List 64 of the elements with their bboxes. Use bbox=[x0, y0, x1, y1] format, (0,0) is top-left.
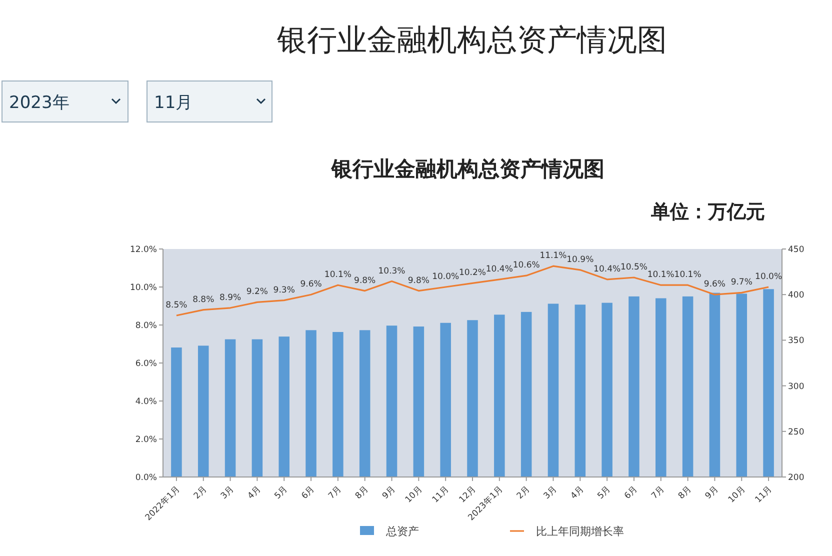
chart-subtitle: 单位：万亿元 bbox=[650, 201, 765, 223]
text: 银行业金融机构总资产情况图 bbox=[330, 156, 604, 181]
y2-tick-label: 200 bbox=[788, 473, 804, 483]
data-label: 10.6% bbox=[512, 260, 540, 271]
data-label: 10.5% bbox=[620, 262, 648, 272]
chart-title: 银行业金融机构总资产情况图 bbox=[276, 23, 667, 58]
data-label: 8.8% bbox=[192, 294, 214, 305]
y2-tick-label: 350 bbox=[788, 336, 804, 346]
legend-label: 总资产 bbox=[385, 525, 419, 538]
data-label: 9.7% bbox=[730, 278, 752, 288]
y2-tick-label: 300 bbox=[788, 382, 804, 392]
y-tick-label: 4.0% bbox=[135, 397, 157, 407]
x-tick-label: 11月 bbox=[754, 484, 775, 506]
data-label: 10.1% bbox=[324, 270, 352, 280]
data-label: 9.8% bbox=[408, 276, 430, 286]
x-tick-label: 5月 bbox=[272, 484, 290, 502]
x-tick-label: 2月 bbox=[515, 484, 532, 502]
x-tick-label: 6月 bbox=[300, 484, 318, 502]
y2-tick-label: 450 bbox=[788, 245, 804, 255]
x-tick-label: 4月 bbox=[569, 484, 586, 502]
data-label: 10.0% bbox=[755, 272, 782, 282]
data-label: 8.9% bbox=[219, 292, 242, 303]
y-tick-label: 6.0% bbox=[135, 359, 157, 369]
x-tick-label: 9月 bbox=[380, 484, 398, 502]
x-tick-label: 10月 bbox=[726, 484, 748, 506]
x-tick-label: 3月 bbox=[542, 484, 560, 502]
y-tick-label: 8.0% bbox=[135, 321, 157, 331]
y2-tick-label: 400 bbox=[788, 290, 804, 301]
data-label: 9.8% bbox=[354, 276, 376, 286]
data-label: 10.9% bbox=[566, 254, 594, 265]
x-tick-label: 8月 bbox=[676, 484, 694, 502]
year-dropdown: 2023年 bbox=[2, 80, 128, 122]
data-label: 9.3% bbox=[273, 285, 295, 296]
x-tick-label: 5月 bbox=[596, 484, 614, 502]
data-label: 10.4% bbox=[486, 264, 513, 274]
x-tick-label: 10月 bbox=[404, 484, 425, 506]
month-dropdown: 11月 bbox=[146, 80, 272, 122]
data-label: 10.2% bbox=[458, 268, 486, 278]
data-label: 10.0% bbox=[432, 272, 460, 282]
y-tick-label: 12.0% bbox=[130, 245, 157, 255]
data-label: 10.3% bbox=[378, 266, 406, 276]
data-label: 8.5% bbox=[166, 300, 188, 310]
x-tick-label: 11月 bbox=[430, 484, 452, 506]
data-label: 10.4% bbox=[594, 264, 621, 274]
data-label: 9.6% bbox=[704, 280, 726, 290]
x-tick-label: 12月 bbox=[458, 484, 479, 506]
x-tick-label: 9月 bbox=[704, 484, 721, 502]
x-tick-label: 7月 bbox=[326, 484, 344, 502]
data-label: 11.1% bbox=[540, 251, 567, 262]
x-tick-label: 8月 bbox=[354, 484, 371, 502]
data-label: 10.1% bbox=[674, 270, 702, 280]
data-label: 10.1% bbox=[647, 270, 674, 280]
data-label: 9.2% bbox=[246, 287, 268, 298]
x-tick-label: 4月 bbox=[246, 484, 264, 502]
y-tick-label: 2.0% bbox=[135, 435, 157, 445]
y-tick-label: 0.0% bbox=[135, 473, 157, 483]
y2-tick-label: 250 bbox=[788, 427, 804, 438]
y-tick-label: 10.0% bbox=[130, 283, 157, 293]
x-tick-label: 2月 bbox=[192, 484, 210, 502]
legend-label: 比上年同期增长率 bbox=[536, 525, 624, 538]
x-tick-label: 7月 bbox=[650, 484, 668, 502]
x-tick-label: 6月 bbox=[622, 484, 640, 502]
x-tick-label: 3月 bbox=[219, 484, 236, 502]
data-label: 9.6% bbox=[300, 280, 322, 290]
